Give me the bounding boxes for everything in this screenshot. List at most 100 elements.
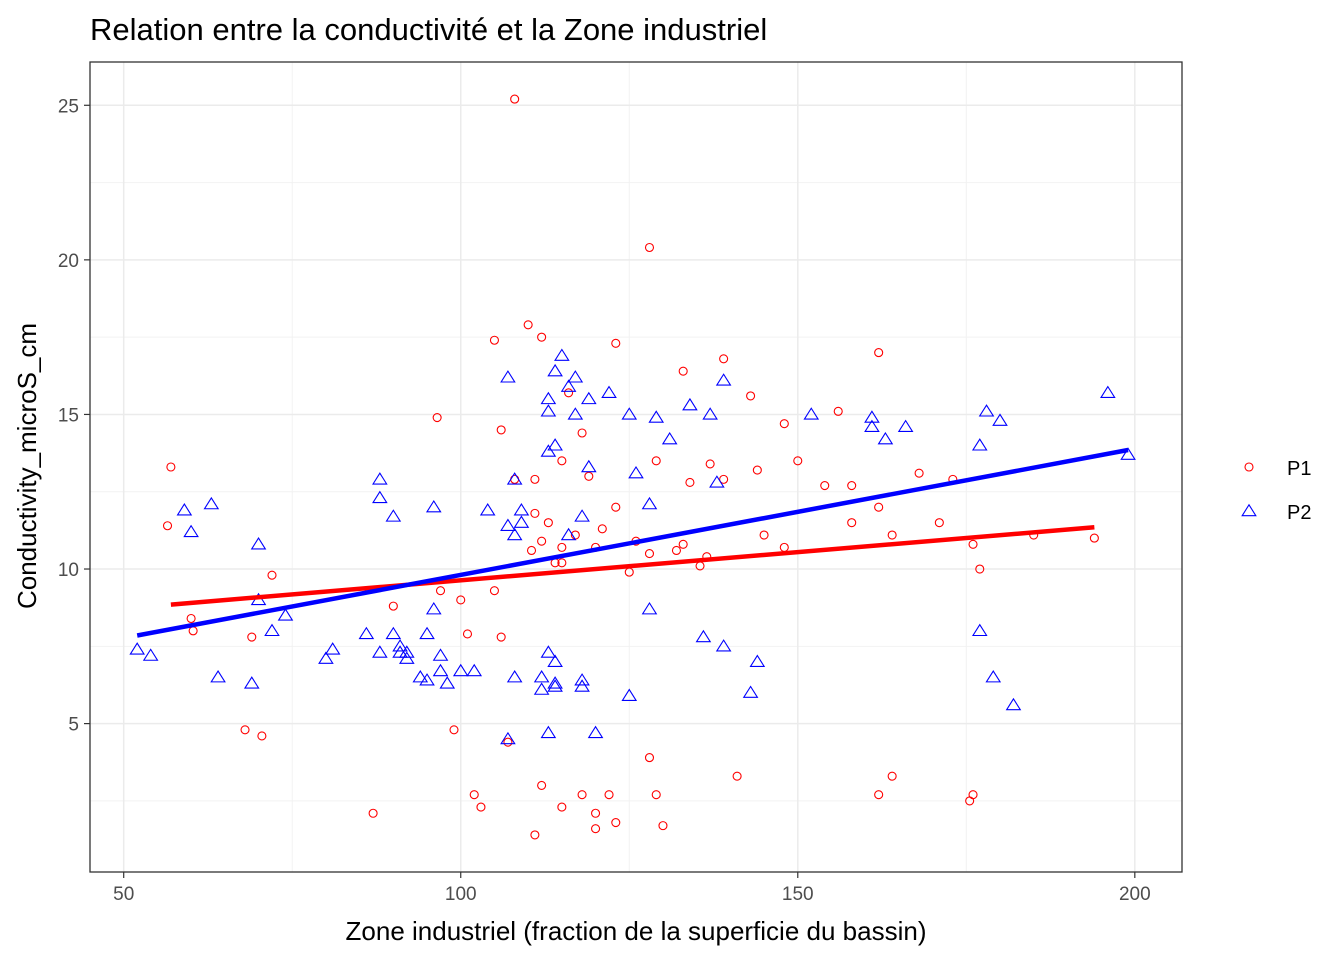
point-p1 xyxy=(914,468,924,478)
point-p2 xyxy=(176,503,193,516)
point-p2 xyxy=(540,404,557,417)
point-p2 xyxy=(587,725,604,739)
point-p2 xyxy=(425,499,442,513)
y-tick-label: 15 xyxy=(58,405,79,426)
point-p2 xyxy=(547,363,563,377)
point-p2 xyxy=(864,419,880,433)
point-p2 xyxy=(580,459,597,473)
point-p1 xyxy=(530,830,540,840)
point-p2 xyxy=(554,348,570,361)
point-p2 xyxy=(682,397,698,411)
point-p2 xyxy=(385,626,402,640)
series-p2 xyxy=(129,348,1136,745)
point-p1 xyxy=(537,536,547,546)
point-p2 xyxy=(621,688,638,701)
point-p2 xyxy=(971,438,988,451)
point-p1 xyxy=(530,508,540,518)
y-tick-label: 20 xyxy=(58,251,79,272)
point-p2 xyxy=(412,669,429,683)
point-p2 xyxy=(372,490,388,504)
point-p1 xyxy=(557,558,567,568)
point-p2 xyxy=(567,370,584,383)
point-p2 xyxy=(540,645,557,658)
point-p2 xyxy=(506,472,523,485)
point-p2 xyxy=(540,444,557,457)
point-p2 xyxy=(432,648,449,661)
point-p1 xyxy=(968,539,978,549)
legend: P1 P2 xyxy=(1241,458,1311,524)
point-p2 xyxy=(648,410,665,423)
point-p2 xyxy=(877,431,894,445)
point-p1 xyxy=(166,462,176,472)
point-p2 xyxy=(210,669,226,683)
point-p2 xyxy=(547,676,563,689)
trend-line-p2 xyxy=(136,447,1129,638)
point-p2 xyxy=(419,626,435,640)
point-p2 xyxy=(628,465,644,479)
point-p1 xyxy=(557,802,567,812)
point-p2 xyxy=(547,654,563,667)
point-p2 xyxy=(540,725,557,739)
chart-title: Relation entre la conductivité et la Zon… xyxy=(90,12,767,47)
point-p1 xyxy=(537,332,547,342)
point-p1 xyxy=(644,242,655,253)
point-p1 xyxy=(388,601,398,611)
point-p1 xyxy=(247,632,257,642)
point-p2 xyxy=(419,673,435,686)
point-p1 xyxy=(678,366,688,376)
point-p1 xyxy=(240,725,250,735)
point-p1 xyxy=(530,474,540,484)
point-p2 xyxy=(621,407,638,420)
point-p1 xyxy=(651,456,661,466)
point-p2 xyxy=(574,673,590,686)
point-p2 xyxy=(547,679,563,692)
point-p2 xyxy=(742,685,759,698)
grid-major xyxy=(90,62,1182,872)
point-p2 xyxy=(560,527,577,541)
grid-minor xyxy=(90,62,1182,872)
y-tick-label: 5 xyxy=(68,715,79,736)
trend-lines xyxy=(136,447,1129,638)
point-p1 xyxy=(874,502,884,512)
legend-label: P1 xyxy=(1287,458,1311,480)
point-p1 xyxy=(820,480,830,491)
point-p1 xyxy=(887,530,897,540)
point-p2 xyxy=(506,527,523,541)
point-p2 xyxy=(500,370,516,383)
point-p2 xyxy=(715,373,732,386)
point-p1 xyxy=(503,737,513,747)
legend-key-p1 xyxy=(1244,462,1254,472)
point-p2 xyxy=(985,669,1002,683)
point-p2 xyxy=(398,651,415,664)
point-p2 xyxy=(574,509,590,522)
point-p1 xyxy=(496,425,506,435)
x-tick-label: 200 xyxy=(1119,884,1151,905)
point-p2 xyxy=(580,391,597,405)
point-p2 xyxy=(425,601,442,615)
trend-line-p1 xyxy=(170,525,1095,607)
point-p2 xyxy=(250,537,267,550)
point-p1 xyxy=(732,771,742,781)
point-p1 xyxy=(489,586,499,596)
point-p1 xyxy=(968,790,978,800)
point-p1 xyxy=(584,471,594,481)
point-p1 xyxy=(543,518,553,528)
point-p2 xyxy=(392,639,408,652)
plot-border xyxy=(89,61,1183,873)
legend-item-p1: P1 xyxy=(1244,458,1311,480)
point-p1 xyxy=(847,518,857,528)
series-p1 xyxy=(162,94,1099,840)
point-p1 xyxy=(705,459,715,469)
point-p2 xyxy=(574,679,590,692)
point-p2 xyxy=(318,651,334,664)
point-p2 xyxy=(142,648,159,661)
point-p2 xyxy=(513,503,530,516)
point-p2 xyxy=(540,391,557,405)
point-p1 xyxy=(746,391,756,401)
point-p1 xyxy=(462,629,473,639)
point-p1 xyxy=(469,790,479,800)
point-p2 xyxy=(203,496,220,510)
point-p1 xyxy=(779,419,789,429)
point-p2 xyxy=(897,419,914,433)
point-p2 xyxy=(500,731,516,745)
